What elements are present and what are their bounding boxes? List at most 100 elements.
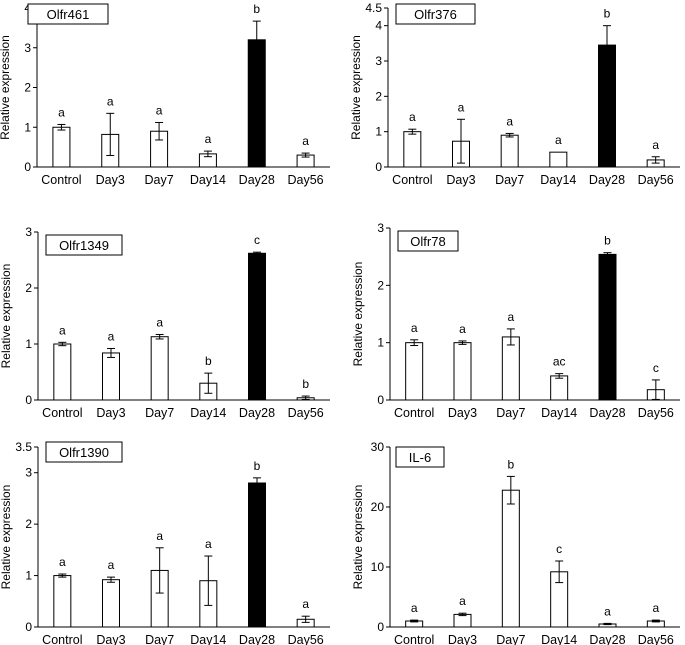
y-tick-label: 0 xyxy=(25,393,32,407)
significance-letter: a xyxy=(555,133,562,147)
significance-letter: a xyxy=(652,601,659,615)
bar-day7 xyxy=(501,336,520,401)
significance-letter: a xyxy=(302,597,309,611)
x-tick-label: Day3 xyxy=(96,633,125,645)
y-tick-label: 3 xyxy=(25,225,32,239)
significance-letter: a xyxy=(506,114,513,128)
bar-day3 xyxy=(102,579,120,628)
bar-day3 xyxy=(102,352,120,401)
x-tick-label: Day28 xyxy=(239,173,275,187)
x-tick-label: Day56 xyxy=(288,173,324,187)
significance-letter: b xyxy=(205,354,212,368)
y-tick-label: 3 xyxy=(24,41,31,55)
y-tick-label: 3.5 xyxy=(15,440,32,454)
x-tick-label: Control xyxy=(392,173,432,187)
chart-title: IL-6 xyxy=(409,450,431,465)
y-tick-label: 30 xyxy=(371,440,385,454)
significance-letter: b xyxy=(507,457,514,471)
x-tick-label: Day14 xyxy=(541,406,577,420)
bar-control xyxy=(53,575,72,628)
x-tick-label: Control xyxy=(41,173,81,187)
significance-letter: a xyxy=(59,555,66,569)
x-tick-label: Day28 xyxy=(239,406,275,420)
x-tick-label: Day14 xyxy=(190,406,226,420)
bar-day7 xyxy=(150,336,169,401)
significance-letter: a xyxy=(107,94,114,108)
chart-title: Olfr461 xyxy=(47,7,90,22)
bar-day3 xyxy=(453,342,472,401)
significance-letter: a xyxy=(458,100,465,114)
bar-day3 xyxy=(453,613,472,628)
significance-letter: b xyxy=(253,2,260,16)
y-tick-label: 0 xyxy=(377,620,384,634)
significance-letter: a xyxy=(411,321,418,335)
chart-title-box xyxy=(45,234,123,256)
chart-title-box xyxy=(395,3,476,25)
significance-letter: c xyxy=(556,542,562,556)
bar-control xyxy=(53,343,72,401)
chart-title: Olfr78 xyxy=(410,234,445,249)
chart-panel-5: 0 10 20 30 Relative expression IL-6 a Control a D… xyxy=(351,440,680,645)
chart-panel-2: 0 1 2 3 Relative expression Olfr1349 a Control a… xyxy=(0,225,330,420)
x-tick-label: Day7 xyxy=(145,633,174,645)
x-tick-label: Day7 xyxy=(144,173,173,187)
significance-letter: a xyxy=(459,594,466,608)
y-axis-label: Relative expression xyxy=(351,485,365,590)
x-tick-label: Day3 xyxy=(96,406,125,420)
bar-day28 xyxy=(598,253,617,401)
x-tick-label: Day56 xyxy=(638,406,674,420)
y-tick-label: 1 xyxy=(377,336,384,350)
chart-title-box xyxy=(395,446,445,468)
chart-title: Olfr376 xyxy=(414,7,457,22)
x-tick-label: Day56 xyxy=(638,173,674,187)
y-tick-label: 1 xyxy=(25,569,32,583)
significance-letter: a xyxy=(604,604,611,618)
x-tick-label: Day56 xyxy=(288,633,324,645)
x-tick-label: Day7 xyxy=(496,633,525,645)
x-tick-label: Day3 xyxy=(448,406,477,420)
y-tick-label: 2 xyxy=(377,278,384,292)
chart-panel-4: 0 1 2 3 3.5 Relative expression Olfr1390 a Contr… xyxy=(0,440,330,645)
x-tick-label: Control xyxy=(42,406,82,420)
y-axis-label: Relative expression xyxy=(0,35,12,140)
bar-day7 xyxy=(501,489,520,628)
significance-letter: a xyxy=(156,103,163,117)
bar-control xyxy=(52,126,71,168)
significance-letter: a xyxy=(302,134,309,148)
x-tick-label: Day56 xyxy=(288,406,324,420)
significance-letter: a xyxy=(205,132,212,146)
y-tick-label: 3 xyxy=(25,466,32,480)
x-tick-label: Day7 xyxy=(145,406,174,420)
y-tick-label: 2 xyxy=(25,517,32,531)
x-tick-label: Day14 xyxy=(541,633,577,645)
significance-letter: c xyxy=(254,233,260,247)
x-tick-label: Day7 xyxy=(496,406,525,420)
y-tick-label: 0 xyxy=(377,393,384,407)
significance-letter: b xyxy=(254,459,261,473)
significance-letter: a xyxy=(459,322,466,336)
significance-letter: a xyxy=(108,329,115,343)
x-tick-label: Day14 xyxy=(540,173,576,187)
bar-day7 xyxy=(500,134,519,168)
x-tick-label: Day3 xyxy=(446,173,475,187)
significance-letter: a xyxy=(409,110,416,124)
significance-letter: c xyxy=(653,361,659,375)
y-tick-label: 2 xyxy=(375,89,382,103)
y-tick-label: 4 xyxy=(375,19,382,33)
x-tick-label: Day14 xyxy=(190,173,226,187)
significance-letter: a xyxy=(59,323,66,337)
bar-control xyxy=(405,342,424,401)
y-tick-label: 3 xyxy=(377,221,384,235)
chart-panel-3: 0 1 2 3 Relative expression Olfr78 a Control a Da… xyxy=(351,221,680,420)
y-tick-label: 10 xyxy=(371,560,385,574)
x-tick-label: Day28 xyxy=(239,633,275,645)
x-tick-label: Control xyxy=(42,633,82,645)
y-tick-label: 20 xyxy=(371,500,385,514)
y-tick-label: 1 xyxy=(375,125,382,139)
y-tick-label: 1 xyxy=(25,337,32,351)
chart-panel-1: 0 1 2 3 4 4.5 Relative expression Olfr376 a Contr… xyxy=(349,1,680,187)
chart-title-box xyxy=(27,3,109,25)
significance-letter: a xyxy=(411,601,418,615)
x-tick-label: Control xyxy=(394,633,434,645)
